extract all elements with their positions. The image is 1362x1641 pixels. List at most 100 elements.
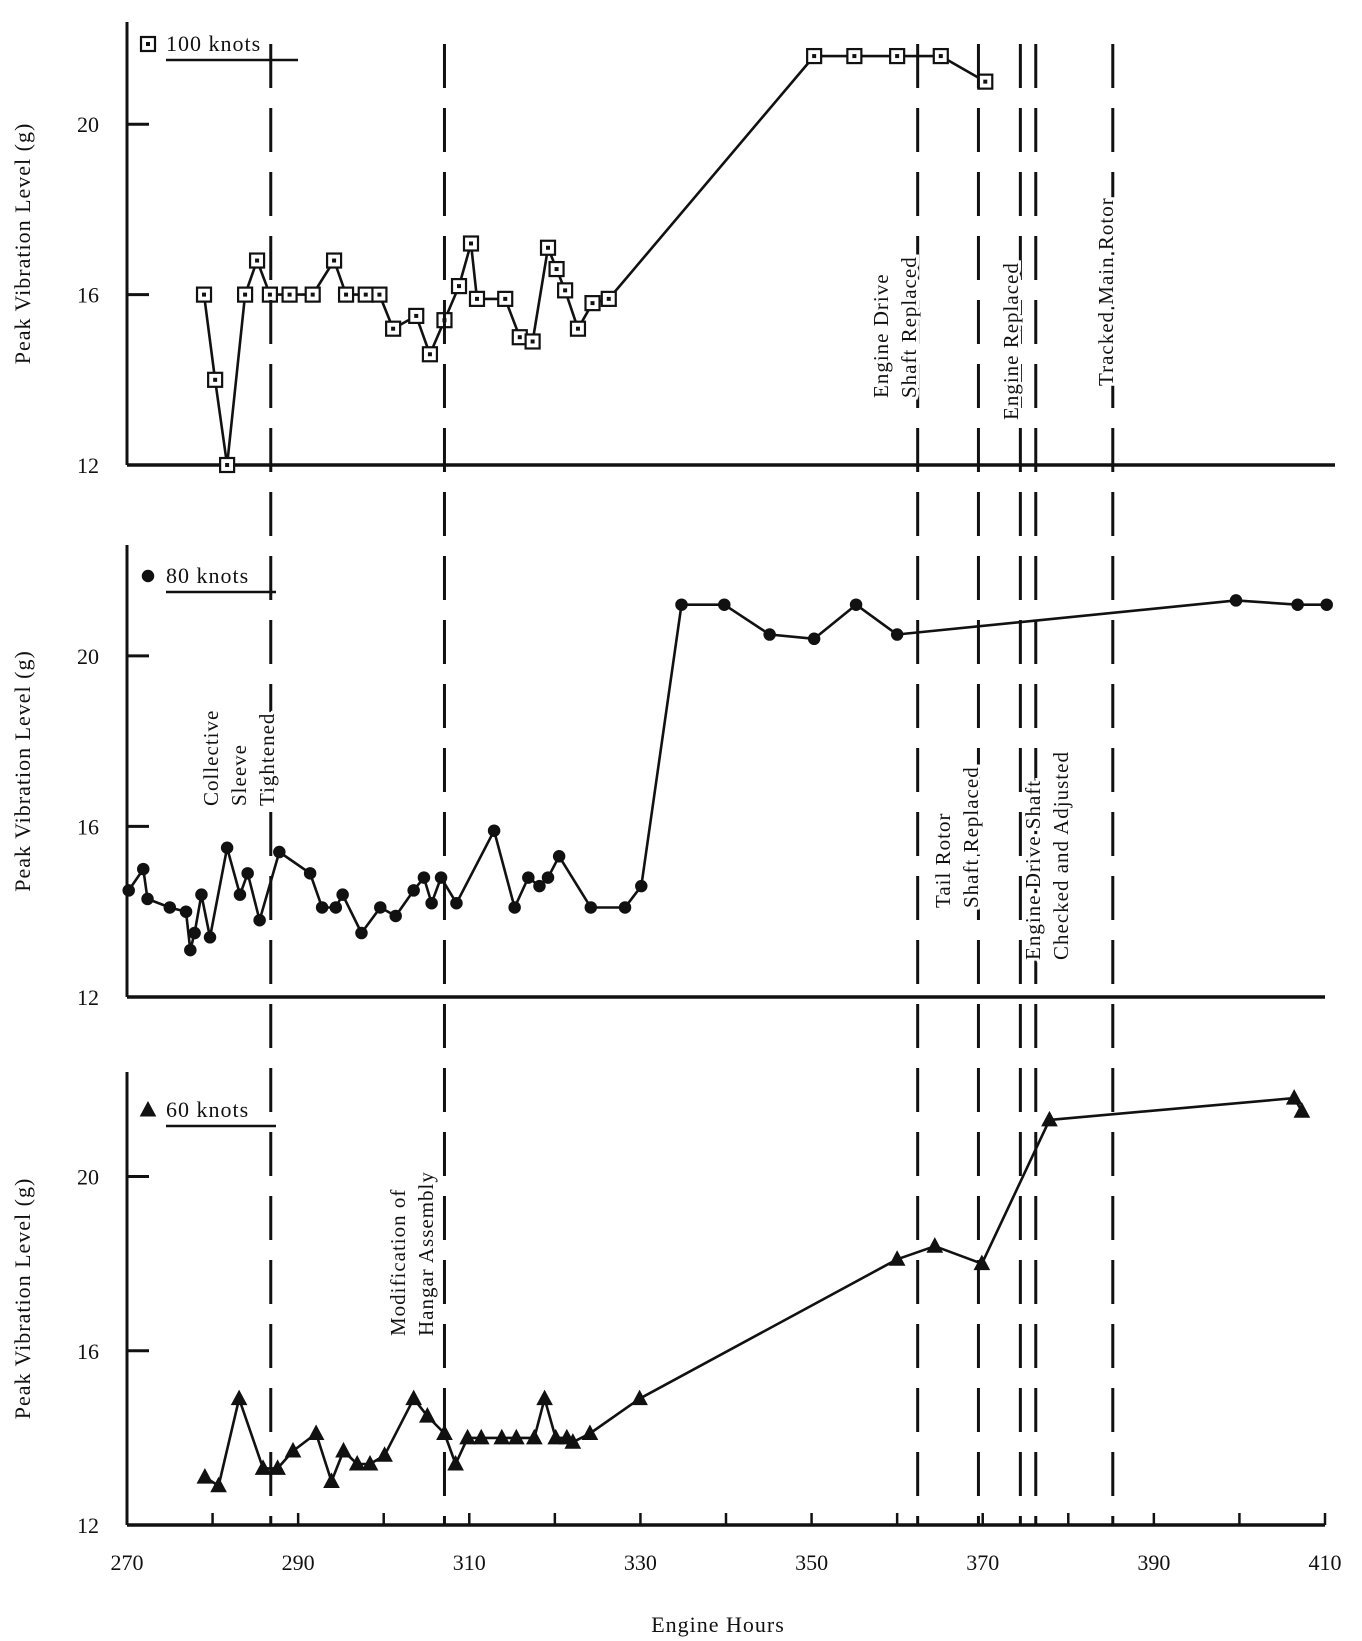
- panel-1-point-9: [220, 841, 234, 855]
- x-axis: 270 290 310 330 350 370 390 410: [111, 1513, 1342, 1575]
- panel-1-point-0: [122, 884, 135, 897]
- panel-0-point-25: [569, 320, 587, 337]
- panel-0-legend-label: 100 knots: [166, 31, 261, 56]
- event-5-label-line-0: Engine Drive Shaft: [1021, 780, 1045, 960]
- panel-2-point-10: [361, 1454, 379, 1471]
- panel-1-legend: 80 knots: [141, 563, 276, 594]
- panel-2-point-15: [447, 1454, 464, 1471]
- panel-1-point-12: [253, 913, 266, 927]
- event-1-label-line-1: Hangar Assembly: [414, 1171, 438, 1336]
- panel-0-point-11-dot: [377, 292, 382, 297]
- panel-1-point-37: [763, 628, 776, 641]
- panel-0-point-2-dot: [225, 463, 230, 467]
- panel-2-point-18: [493, 1428, 511, 1445]
- panel-1-point-22: [417, 871, 431, 884]
- x-tick-label-7: 410: [1309, 1550, 1342, 1575]
- panel-2-ytick-label-2: 20: [77, 1165, 99, 1190]
- panel-0-ytick-label-2: 20: [77, 112, 99, 137]
- x-tick-label-0: 270: [111, 1550, 144, 1575]
- panel-1: 12 16 20 Peak Vibration Level (g) 80 knots: [10, 545, 1333, 1010]
- panel-0-point-9: [337, 286, 355, 303]
- x-tick-label-1: 290: [282, 1550, 315, 1575]
- event-5-label-line-1: Checked and Adjusted: [1049, 751, 1073, 960]
- panel-2-ytick-label-1: 16: [77, 1339, 99, 1364]
- x-tick-label-5: 370: [966, 1550, 999, 1575]
- panel-0-ytick-label-0: 12: [77, 453, 99, 478]
- panel-0-point-1: [207, 371, 224, 388]
- panel-0-point-16: [450, 277, 468, 295]
- panel-0-point-3-dot: [243, 292, 248, 297]
- panel-0-point-0-dot: [202, 292, 207, 297]
- panel-1-point-31: [552, 850, 566, 863]
- events-layer: Collective Sleeve Tightened Modification of…: [196, 44, 1121, 1525]
- panel-2-point-22: [547, 1428, 565, 1445]
- panel-2-point-16: [459, 1428, 476, 1445]
- panel-2-point-11: [376, 1446, 393, 1462]
- x-tick-label-3: 330: [624, 1550, 657, 1575]
- panel-0-point-9-dot: [344, 292, 349, 297]
- panel-2-point-28: [926, 1237, 944, 1253]
- panel-1-point-40: [890, 628, 904, 641]
- panel-1-point-3: [163, 901, 177, 914]
- panel-0-point-24: [557, 282, 574, 299]
- panel-0-point-29-dot: [852, 54, 857, 59]
- panel-2-point-3: [254, 1459, 272, 1475]
- panel-1-legend-marker: [141, 569, 155, 583]
- panel-0-point-2: [219, 456, 236, 474]
- event-6-annotation: Tracked Main Rotor: [1091, 194, 1121, 389]
- panel-2-ytick-label-0: 12: [77, 1513, 99, 1538]
- panel-0-point-1-dot: [213, 377, 218, 382]
- panel-2-point-7: [323, 1472, 340, 1488]
- panel-0-point-20-dot: [517, 335, 522, 340]
- panel-0-point-6-dot: [287, 292, 292, 297]
- panel-0-point-24-dot: [563, 288, 568, 293]
- panel-1-point-25: [450, 896, 463, 910]
- panel-1-point-21: [407, 884, 420, 897]
- event-0-label-line-2: Tightened: [255, 713, 279, 806]
- panel-0-point-22-dot: [546, 245, 551, 250]
- panel-1-point-8: [203, 931, 217, 944]
- panel-1-ytick-label-1: 16: [77, 814, 99, 839]
- panel-0-point-27: [600, 290, 617, 307]
- panel-0-point-31: [932, 47, 949, 65]
- panel-2-point-25: [581, 1424, 599, 1441]
- panel-2-legend-marker: [139, 1100, 157, 1117]
- panel-0-point-27-dot: [606, 296, 611, 301]
- panel-1-point-39: [849, 598, 863, 611]
- panel-1-y-label: Peak Vibration Level (g): [10, 650, 35, 892]
- panel-2-series-line: [204, 1096, 1304, 1488]
- panel-0-point-28-dot: [812, 54, 817, 59]
- panel-1-point-11: [241, 867, 254, 880]
- panel-2-point-0: [196, 1468, 214, 1484]
- panel-1-point-23: [425, 896, 438, 910]
- panel-0-point-13: [408, 307, 425, 325]
- panel-0-point-25-dot: [575, 326, 580, 331]
- panel-2-point-26: [631, 1389, 648, 1406]
- event-0-annotation: Collective Sleeve Tightened: [196, 707, 282, 809]
- panel-1-point-7: [195, 888, 208, 901]
- panel-0-point-22: [539, 239, 557, 256]
- panel-0-point-18: [468, 290, 486, 307]
- panel-0-point-23-dot: [554, 267, 559, 272]
- panel-1-point-19: [374, 901, 387, 914]
- panel-2-point-17: [472, 1428, 490, 1445]
- panel-1-point-38: [807, 632, 821, 646]
- x-tick-label-2: 310: [453, 1550, 486, 1575]
- panel-2-point-24: [564, 1433, 582, 1449]
- panel-1-point-15: [315, 901, 329, 914]
- panel-0-point-17-dot: [468, 241, 473, 246]
- x-axis-label: Engine Hours: [651, 1612, 785, 1637]
- panel-1-series-line: [127, 599, 1327, 952]
- panel-2-point-31: [1285, 1089, 1303, 1105]
- panel-0-point-10-dot: [363, 292, 368, 297]
- event-4-label-line-0: Engine Replaced: [999, 262, 1023, 420]
- panel-2-point-1: [210, 1476, 227, 1493]
- panel-1-point-18: [355, 926, 368, 940]
- panel-2-point-9: [348, 1454, 366, 1471]
- panel-2-point-8: [335, 1441, 352, 1458]
- panel-0-point-11: [371, 286, 388, 303]
- panel-1-point-2: [141, 892, 154, 906]
- panel-1-point-5: [184, 943, 197, 957]
- event-6-label-line-0: Tracked Main Rotor: [1094, 197, 1118, 386]
